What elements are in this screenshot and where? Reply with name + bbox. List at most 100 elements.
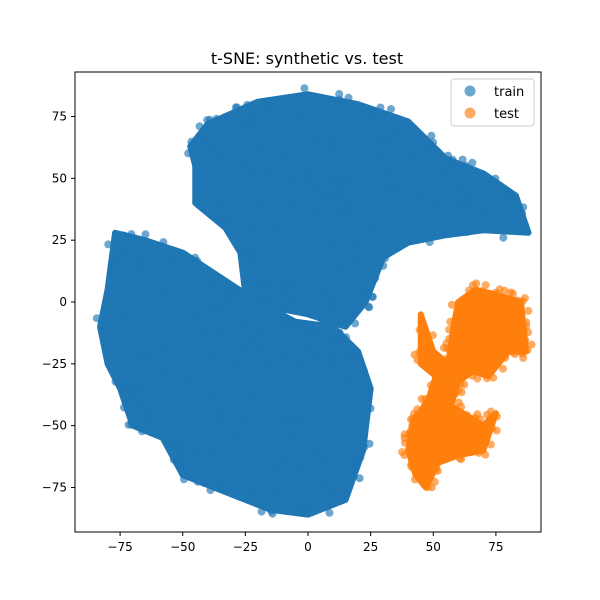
train-point bbox=[354, 240, 363, 249]
train-point bbox=[305, 243, 314, 252]
test-point bbox=[445, 325, 454, 334]
train-point bbox=[368, 222, 377, 231]
train-point bbox=[349, 309, 358, 318]
train-point bbox=[272, 445, 281, 454]
test-point bbox=[444, 416, 453, 425]
test-point bbox=[400, 451, 409, 460]
train-point bbox=[112, 331, 121, 340]
train-point bbox=[305, 187, 314, 196]
train-point bbox=[252, 277, 261, 286]
train-point bbox=[304, 154, 312, 163]
train-point bbox=[267, 299, 276, 308]
test-point bbox=[464, 434, 473, 443]
train-point bbox=[341, 176, 350, 185]
train-point bbox=[479, 205, 488, 214]
test-point bbox=[451, 414, 460, 423]
train-point bbox=[206, 351, 215, 360]
train-point bbox=[208, 448, 217, 457]
train-point bbox=[291, 252, 300, 261]
train-point bbox=[266, 445, 275, 454]
train-point bbox=[296, 500, 305, 509]
train-point bbox=[248, 255, 257, 264]
train-point bbox=[268, 264, 277, 273]
train-point bbox=[499, 197, 508, 206]
train-point bbox=[231, 103, 240, 112]
train-point bbox=[337, 267, 346, 276]
train-point bbox=[355, 259, 364, 268]
train-point bbox=[325, 176, 334, 185]
train-point bbox=[368, 293, 377, 301]
train-point bbox=[477, 182, 485, 191]
train-point bbox=[281, 198, 290, 207]
train-point bbox=[142, 407, 151, 416]
train-point bbox=[210, 127, 219, 136]
train-point bbox=[505, 191, 514, 200]
train-point bbox=[391, 128, 399, 137]
test-point bbox=[436, 379, 445, 388]
train-point bbox=[321, 286, 330, 295]
test-point bbox=[454, 299, 463, 308]
test-point bbox=[421, 400, 429, 409]
train-point bbox=[165, 404, 174, 413]
train-point bbox=[408, 181, 417, 190]
train-point bbox=[299, 178, 308, 187]
train-point bbox=[278, 279, 287, 288]
test-point bbox=[476, 415, 485, 424]
train-point bbox=[209, 142, 218, 151]
test-point bbox=[430, 453, 439, 462]
train-point bbox=[284, 105, 293, 113]
test-point bbox=[478, 434, 487, 443]
train-point bbox=[322, 199, 331, 208]
train-point bbox=[309, 198, 318, 207]
train-point bbox=[365, 207, 374, 216]
train-point bbox=[138, 427, 146, 436]
train-point bbox=[345, 349, 354, 358]
train-point bbox=[232, 357, 241, 366]
train-point bbox=[317, 426, 326, 435]
train-point bbox=[251, 180, 260, 189]
train-point bbox=[182, 261, 191, 270]
train-point bbox=[259, 293, 268, 302]
x-tick-label: −50 bbox=[170, 540, 195, 554]
train-point bbox=[275, 292, 284, 301]
train-point bbox=[383, 187, 392, 196]
train-point bbox=[346, 376, 355, 385]
train-point bbox=[247, 119, 256, 127]
train-point bbox=[288, 177, 297, 186]
test-point bbox=[410, 475, 419, 484]
train-point bbox=[218, 408, 227, 417]
test-point bbox=[486, 351, 495, 360]
train-point bbox=[239, 157, 248, 166]
test-point bbox=[520, 294, 529, 303]
train-point bbox=[315, 457, 324, 466]
train-point bbox=[294, 111, 303, 120]
train-point bbox=[226, 394, 235, 403]
test-point bbox=[447, 351, 456, 360]
train-point bbox=[380, 110, 389, 119]
test-point bbox=[449, 404, 458, 413]
train-point bbox=[199, 478, 208, 487]
train-point bbox=[390, 146, 399, 155]
train-point bbox=[349, 471, 358, 479]
test-point bbox=[489, 373, 498, 382]
train-point bbox=[195, 167, 204, 176]
train-point bbox=[229, 190, 238, 199]
test-point bbox=[459, 340, 468, 349]
train-point bbox=[123, 283, 132, 291]
train-point bbox=[238, 254, 247, 262]
train-point bbox=[336, 494, 345, 503]
train-point bbox=[427, 131, 436, 140]
train-point bbox=[216, 484, 225, 493]
train-point bbox=[274, 421, 283, 430]
train-point bbox=[323, 326, 332, 335]
train-point bbox=[257, 385, 266, 394]
test-point bbox=[464, 332, 472, 341]
train-point bbox=[499, 233, 508, 242]
train-point bbox=[427, 170, 436, 179]
train-point bbox=[274, 116, 283, 125]
test-point bbox=[400, 430, 409, 439]
train-point bbox=[274, 326, 283, 335]
train-point bbox=[468, 158, 477, 167]
x-tick-label: 75 bbox=[488, 540, 503, 554]
train-point bbox=[314, 442, 323, 451]
